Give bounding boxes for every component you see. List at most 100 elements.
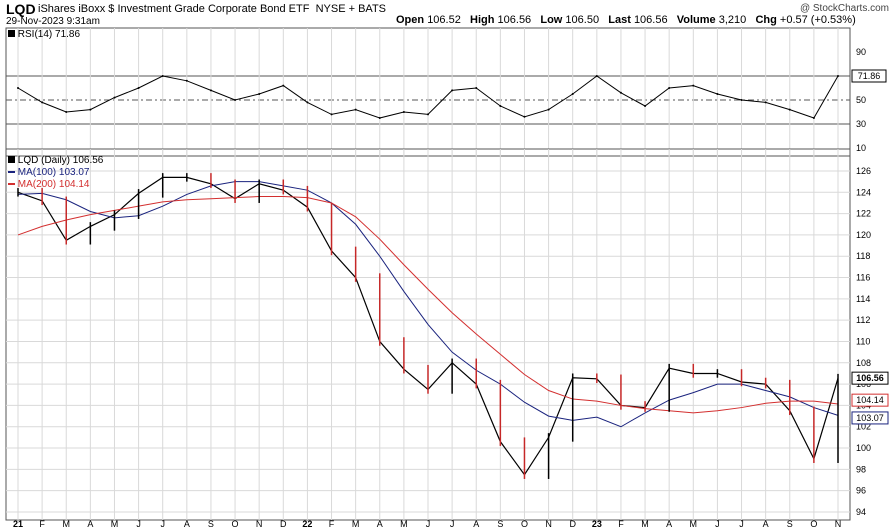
- x-tick-label: F: [618, 519, 624, 529]
- rsi-point: [354, 108, 357, 111]
- x-tick-label: F: [329, 519, 335, 529]
- x-tick-label: N: [835, 519, 842, 529]
- x-tick-label: O: [810, 519, 817, 529]
- x-tick-label: S: [497, 519, 503, 529]
- price-tick-label: 124: [856, 187, 871, 197]
- rsi-point: [764, 101, 767, 104]
- ma100-line: [17, 181, 839, 428]
- ticker-symbol: LQD: [6, 1, 36, 17]
- rsi-tick-label: 50: [856, 95, 866, 105]
- rsi-point: [692, 84, 695, 87]
- rsi-point: [740, 99, 743, 101]
- rsi-point: [499, 105, 502, 107]
- ma200-line: [17, 196, 839, 414]
- change-value: +0.57 (+0.53%): [779, 14, 856, 26]
- security-name: iShares iBoxx $ Investment Grade Corpora…: [38, 3, 386, 15]
- x-tick-label: O: [232, 519, 239, 529]
- rsi-point: [716, 93, 719, 95]
- rsi-point: [547, 108, 550, 111]
- rsi-point: [209, 89, 212, 92]
- x-tick-label: M: [400, 519, 408, 529]
- rsi-point: [306, 101, 309, 104]
- price-last-tag-label: 104.14: [856, 395, 884, 405]
- rsi-last-tag: [851, 69, 887, 83]
- x-tick-label: A: [763, 519, 769, 529]
- price-tick-label: 96: [856, 486, 866, 496]
- price-tick-label: 102: [856, 422, 871, 432]
- rsi-point: [571, 93, 574, 95]
- x-tick-label: M: [352, 519, 360, 529]
- price-tick-label: 100: [856, 443, 871, 453]
- rsi-point: [89, 108, 92, 111]
- high-value: 106.56: [497, 14, 532, 26]
- rsi-point: [837, 75, 839, 77]
- x-tick-label: M: [690, 519, 698, 529]
- rsi-point: [475, 87, 478, 89]
- rsi-tick-label: 30: [856, 119, 866, 129]
- rsi-point: [234, 99, 237, 101]
- x-tick-label: J: [160, 519, 165, 529]
- low-value: 106.50: [565, 14, 600, 26]
- rsi-point: [185, 79, 188, 82]
- x-tick-label: N: [256, 519, 263, 529]
- rsi-point: [619, 91, 622, 94]
- rsi-last-tag-label: 71.86: [858, 71, 881, 81]
- rsi-point: [41, 101, 44, 104]
- price-last-tag-label: 103.07: [856, 413, 884, 423]
- price-tick-label: 118: [856, 251, 870, 261]
- x-tick-label: 23: [592, 519, 602, 529]
- ohlc-summary: Open 106.52 High 106.56 Low 106.50 Last …: [396, 14, 856, 26]
- rsi-point: [378, 117, 381, 119]
- price-tick-label: 110: [856, 336, 870, 346]
- rsi-point: [644, 105, 647, 107]
- volume-value: 3,210: [718, 14, 747, 26]
- price-last-tag: [851, 371, 889, 385]
- x-tick-label: A: [473, 519, 479, 529]
- x-tick-label: D: [569, 519, 576, 529]
- rsi-tick-label: 90: [856, 47, 866, 57]
- rsi-point: [788, 108, 791, 111]
- price-tick-label: 114: [856, 294, 870, 304]
- open-value: 106.52: [427, 14, 461, 26]
- rsi-point: [65, 111, 68, 113]
- rsi-point: [451, 89, 454, 92]
- price-tick-label: 112: [856, 315, 870, 325]
- rsi-point: [161, 75, 164, 77]
- price-tick-label: 94: [856, 507, 866, 517]
- rsi-point: [402, 111, 405, 113]
- price-last-tag-label: 106.56: [856, 373, 884, 383]
- rsi-point: [17, 87, 19, 89]
- rsi-point: [668, 87, 671, 89]
- x-tick-label: 22: [302, 519, 312, 529]
- rsi-point: [137, 87, 140, 89]
- price-tick-label: 116: [856, 273, 870, 283]
- x-tick-label: O: [521, 519, 528, 529]
- x-tick-label: A: [184, 519, 190, 529]
- x-tick-label: D: [280, 519, 287, 529]
- x-tick-label: F: [39, 519, 45, 529]
- x-tick-label: M: [641, 519, 649, 529]
- exchange: NYSE + BATS: [315, 3, 386, 15]
- price-last-tag: [851, 393, 889, 407]
- price-tick-label: 122: [856, 209, 871, 219]
- x-tick-label: M: [111, 519, 119, 529]
- rsi-point: [427, 113, 429, 116]
- rsi-point: [595, 75, 598, 77]
- rsi-point: [113, 96, 116, 99]
- rsi-point: [812, 117, 815, 119]
- price-last-tag: [851, 411, 889, 425]
- x-tick-label: J: [450, 519, 455, 529]
- rsi-tick-label: 10: [856, 143, 866, 153]
- x-tick-label: S: [208, 519, 214, 529]
- x-tick-label: M: [62, 519, 70, 529]
- timestamp: 29-Nov-2023 9:31am: [6, 16, 100, 27]
- price-legend: LQD (Daily) 106.56: [8, 155, 103, 166]
- last-value: 106.56: [633, 14, 668, 26]
- x-tick-label: A: [666, 519, 672, 529]
- price-tick-label: 108: [856, 358, 871, 368]
- x-tick-label: J: [426, 519, 431, 529]
- rsi-point: [330, 113, 333, 116]
- ma200-legend: MA(200) 104.14: [8, 179, 90, 190]
- price-tick-label: 98: [856, 464, 866, 474]
- x-tick-label: A: [87, 519, 93, 529]
